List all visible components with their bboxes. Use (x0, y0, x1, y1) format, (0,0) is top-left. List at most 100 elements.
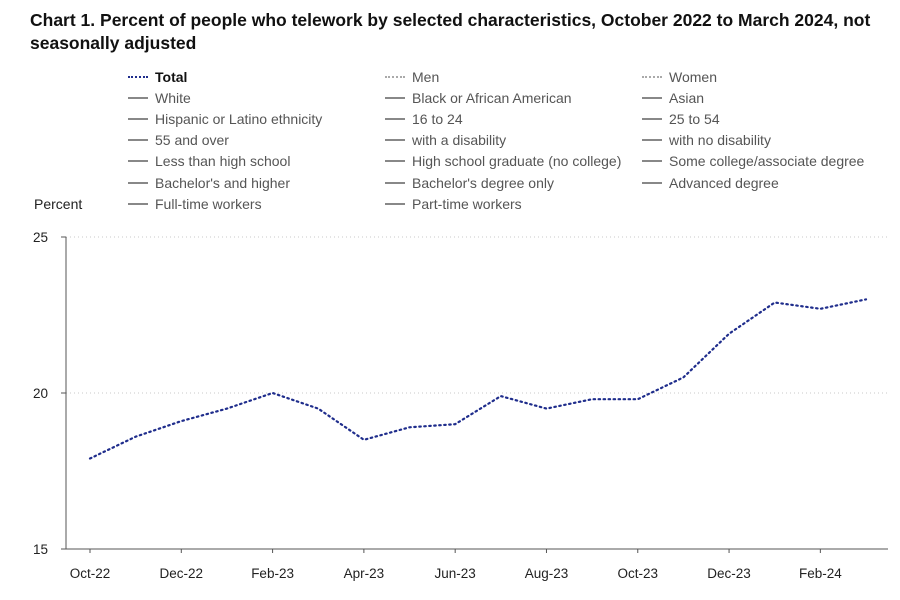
x-tick-label: Dec-22 (160, 566, 204, 581)
data-point (590, 397, 594, 401)
legend-label: 55 and over (155, 132, 229, 149)
axes (65, 237, 888, 550)
legend-item[interactable]: Bachelor's degree only (385, 172, 642, 193)
legend-swatch (642, 181, 662, 184)
legend-swatch (385, 117, 405, 120)
x-tick-label: Apr-23 (344, 566, 385, 581)
data-point (681, 375, 685, 379)
legend-item[interactable]: Total (128, 66, 385, 87)
x-tick-label: Feb-24 (799, 566, 842, 581)
data-point (864, 297, 868, 301)
legend-label: 16 to 24 (412, 110, 463, 127)
legend-label: Men (412, 68, 440, 85)
legend-item[interactable]: Part-time workers (385, 193, 642, 214)
legend-swatch (128, 160, 148, 163)
legend-label: Hispanic or Latino ethnicity (155, 110, 323, 127)
legend-swatch (642, 160, 662, 163)
legend-item[interactable]: 55 and over (128, 130, 385, 151)
legend-swatch (385, 202, 405, 205)
legend-label: Less than high school (155, 153, 291, 170)
legend-label: Some college/associate degree (669, 153, 865, 170)
legend-swatch (128, 96, 148, 99)
data-point (773, 301, 777, 305)
x-tick-label: Oct-22 (70, 566, 111, 581)
legend-item[interactable]: with a disability (385, 130, 642, 151)
legend-label: Women (669, 68, 717, 85)
gridlines (61, 236, 888, 550)
legend-swatch (385, 75, 405, 78)
legend-swatch (128, 75, 148, 78)
x-tick-label: Feb-23 (251, 566, 294, 581)
legend-item[interactable]: Advanced degree (642, 172, 888, 193)
legend-label: Total (155, 68, 188, 85)
legend-label: Bachelor's and higher (155, 174, 290, 191)
legend-item[interactable]: Men (385, 66, 642, 87)
data-point (362, 438, 366, 442)
legend-label: Black or African American (412, 89, 572, 106)
legend-item[interactable]: with no disability (642, 130, 888, 151)
legend-item[interactable]: Full-time workers (128, 193, 385, 214)
legend-swatch (385, 96, 405, 99)
legend-swatch (128, 139, 148, 142)
data-point (499, 394, 503, 398)
legend-swatch (128, 117, 148, 120)
data-point (453, 422, 457, 426)
data-point (134, 435, 138, 439)
legend-swatch (128, 181, 148, 184)
legend-swatch (385, 160, 405, 163)
data-point (88, 457, 92, 461)
y-axis-label: Percent (34, 196, 83, 212)
legend-label: Advanced degree (669, 174, 779, 191)
y-axis-ticks: 15 20 25 (33, 230, 48, 557)
legend-label: with no disability (669, 132, 771, 149)
legend-item[interactable]: 16 to 24 (385, 108, 642, 129)
legend-swatch (642, 96, 662, 99)
series-layer (88, 297, 868, 461)
legend-label: High school graduate (no college) (412, 153, 622, 170)
legend-item[interactable]: Women (642, 66, 888, 87)
legend-label: White (155, 89, 191, 106)
y-tick-label: 15 (33, 542, 48, 557)
data-point (636, 397, 640, 401)
legend-swatch (642, 75, 662, 78)
y-tick-label: 25 (33, 230, 48, 245)
legend-item[interactable]: Some college/associate degree (642, 151, 888, 172)
legend-item[interactable]: Bachelor's and higher (128, 172, 385, 193)
legend-label: Bachelor's degree only (412, 174, 554, 191)
data-point (179, 419, 183, 423)
data-point (408, 425, 412, 429)
x-tick-label: Aug-23 (525, 566, 569, 581)
chart-legend: Total Men Women White Black or African Ameri… (128, 66, 888, 214)
data-point (271, 391, 275, 395)
data-point (727, 332, 731, 336)
legend-swatch (128, 202, 148, 205)
legend-label: Part-time workers (412, 195, 522, 212)
legend-item[interactable]: High school graduate (no college) (385, 151, 642, 172)
legend-label: Full-time workers (155, 195, 262, 212)
legend-item[interactable]: Black or African American (385, 87, 642, 108)
legend-item[interactable]: Less than high school (128, 151, 385, 172)
legend-item[interactable]: Hispanic or Latino ethnicity (128, 108, 385, 129)
x-tick-label: Oct-23 (618, 566, 659, 581)
x-tick-label: Jun-23 (435, 566, 476, 581)
series-line (88, 298, 868, 460)
legend-swatch (385, 181, 405, 184)
legend-item[interactable]: 25 to 54 (642, 108, 888, 129)
legend-swatch (642, 139, 662, 142)
legend-label: 25 to 54 (669, 110, 720, 127)
legend-label: with a disability (412, 132, 507, 149)
legend-item[interactable]: Asian (642, 87, 888, 108)
data-point (225, 407, 229, 411)
legend-swatch (385, 139, 405, 142)
legend-label: Asian (669, 89, 705, 106)
y-tick-label: 20 (33, 386, 48, 401)
data-point (316, 407, 320, 411)
data-point (818, 307, 822, 311)
data-point (544, 407, 548, 411)
legend-swatch (642, 117, 662, 120)
x-axis-ticks: Oct-22 Dec-22 Feb-23 Apr-23 Jun-23 Aug-23 Oct-… (70, 549, 842, 581)
legend-item[interactable]: White (128, 87, 385, 108)
chart-title: Chart 1. Percent of people who telework … (30, 10, 871, 53)
x-tick-label: Dec-23 (707, 566, 751, 581)
